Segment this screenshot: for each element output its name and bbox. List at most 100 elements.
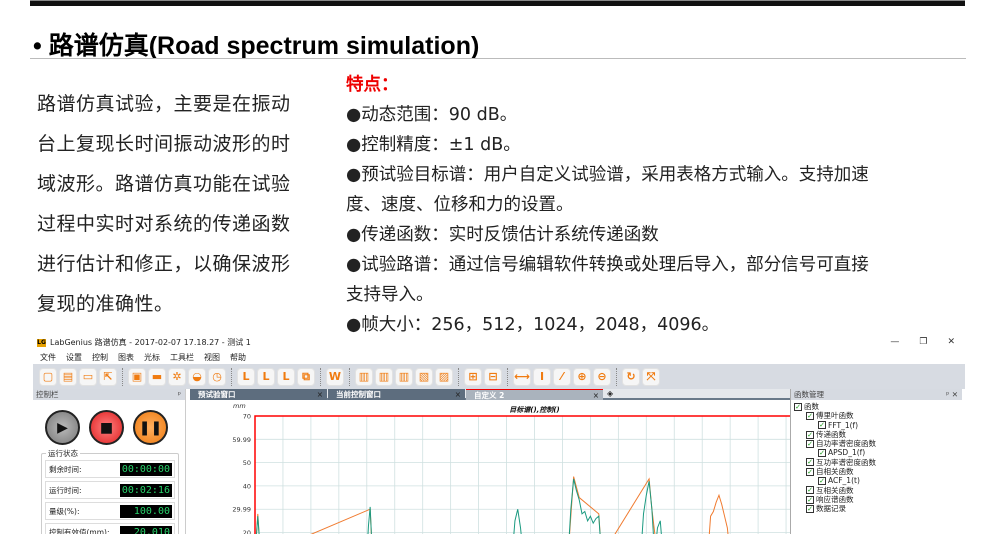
tree-item[interactable]: ✓ 互相关函数 — [794, 486, 962, 495]
feature-line: ●试验路谱：通过信号编辑软件转换或处理后导入，部分信号可直接 — [346, 255, 869, 275]
close-button[interactable]: ✕ — [947, 337, 955, 347]
tree-item[interactable]: ✓ 自功率谱密度函数 — [794, 439, 962, 448]
toolbar-separator — [616, 367, 617, 386]
clipboard-icon[interactable]: ▣ — [128, 367, 146, 386]
menu-item[interactable]: 光标 — [144, 352, 160, 362]
fit-x-icon[interactable]: ⟷ — [513, 367, 531, 386]
stop-button[interactable]: ■ — [89, 410, 124, 445]
stop-icon: ■ — [99, 419, 114, 436]
tree-item-label: 互功率谱密度函数 — [816, 457, 876, 467]
control-panel: 控制栏 ᵖ ▶ ■ ❚❚ 运行状态 剩余时间: 00:00:00 运行时间: 00:02… — [33, 389, 186, 534]
level-up-icon[interactable]: L — [257, 367, 275, 386]
tree-item[interactable]: ✓ 自相关函数 — [794, 467, 962, 476]
pause-button[interactable]: ❚❚ — [133, 410, 168, 445]
menu-item[interactable]: 工具栏 — [170, 352, 194, 362]
level-down-icon[interactable]: L — [277, 367, 295, 386]
menu-item[interactable]: 图表 — [118, 352, 134, 362]
toolbar-separator — [507, 367, 508, 386]
tab-close-icon[interactable]: × — [454, 390, 461, 399]
clock-icon[interactable]: ◷ — [208, 367, 226, 386]
menu-item[interactable]: 设置 — [66, 352, 82, 362]
tile-icon[interactable]: ⊞ — [464, 367, 482, 386]
section-heading: • 路谱仿真(Road spectrum simulation) — [33, 32, 480, 60]
tree-item[interactable]: ✓ FFT_1(f) — [794, 421, 962, 430]
menu-item[interactable]: 控制 — [92, 352, 108, 362]
checkbox-checked-icon[interactable]: ✓ — [806, 486, 814, 495]
frame-icon[interactable]: ▬ — [148, 367, 166, 386]
tree-item[interactable]: ✓ APSD_1(f) — [794, 448, 962, 457]
status-label: 运行时间: — [49, 485, 82, 495]
checkbox-checked-icon[interactable]: ✓ — [806, 411, 814, 420]
tab-overflow-icon[interactable]: ◈ — [607, 389, 614, 398]
fullscreen-icon[interactable]: ⤧ — [642, 367, 660, 386]
layout-1-icon[interactable]: ▥ — [355, 367, 373, 386]
function-panel: 函数管理 ᵖ ✕ ✓ 函数 ✓ 傅里叶函数 ✓ FFT_1(f) ✓ 传递函数 ✓ 自功率谱密度函数… — [790, 389, 962, 534]
tab-close-icon[interactable]: × — [316, 390, 323, 399]
tree-item-label: 函数 — [804, 402, 819, 411]
pin-icon[interactable]: ᵖ — [177, 390, 181, 399]
fit-y-icon[interactable]: I — [533, 367, 551, 386]
checkbox-checked-icon[interactable]: ✓ — [818, 421, 826, 430]
new-icon[interactable]: ▢ — [39, 367, 57, 386]
maximize-button[interactable]: ❐ — [919, 337, 928, 347]
checkbox-checked-icon[interactable]: ✓ — [794, 402, 802, 411]
fit-diag-icon[interactable]: ⁄ — [553, 367, 571, 386]
checkbox-checked-icon[interactable]: ✓ — [806, 458, 814, 467]
checkbox-checked-icon[interactable]: ✓ — [818, 477, 826, 486]
tree-item[interactable]: ✓ 数据记录 — [794, 504, 962, 513]
tree-item[interactable]: ✓ 响应谱函数 — [794, 495, 962, 504]
checkbox-checked-icon[interactable]: ✓ — [818, 449, 826, 458]
tree-item-label: 响应谱函数 — [816, 494, 854, 504]
title-bar: LG LabGenius 路谱仿真 - 2017-02-07 17.18.27 … — [33, 335, 965, 350]
zoom-in-icon[interactable]: ⊕ — [573, 367, 591, 386]
tree-item[interactable]: ✓ 传递函数 — [794, 430, 962, 439]
zoom-out-icon[interactable]: ⊖ — [593, 367, 611, 386]
menu-item[interactable]: 文件 — [40, 352, 56, 362]
play-button[interactable]: ▶ — [45, 410, 80, 445]
copy-icon[interactable]: ⧉ — [297, 367, 315, 386]
status-value: 20.010 — [120, 526, 172, 534]
pin-icon[interactable]: ᵖ — [946, 390, 950, 399]
checkbox-checked-icon[interactable]: ✓ — [806, 495, 814, 504]
menu-item[interactable]: 帮助 — [230, 352, 246, 362]
run-status-title: 运行状态 — [46, 448, 80, 459]
grid-icon[interactable]: ⊟ — [484, 367, 502, 386]
layout-3-icon[interactable]: ▥ — [395, 367, 413, 386]
divider — [30, 58, 966, 59]
minimize-button[interactable]: — — [890, 337, 900, 347]
function-tree: ✓ 函数 ✓ 傅里叶函数 ✓ FFT_1(f) ✓ 传递函数 ✓ 自功率谱密度函数 ✓ APSD_1(… — [791, 400, 962, 514]
toolbar-separator — [320, 367, 321, 386]
checkbox-checked-icon[interactable]: ✓ — [806, 439, 814, 448]
layout-4-icon[interactable]: ▧ — [415, 367, 433, 386]
menu-item[interactable]: 视图 — [204, 352, 220, 362]
tree-item[interactable]: ✓ 互功率谱密度函数 — [794, 458, 962, 467]
open-icon[interactable]: ▭ — [79, 367, 97, 386]
close-panel-icon[interactable]: ✕ — [951, 390, 958, 399]
layout-2-icon[interactable]: ▥ — [375, 367, 393, 386]
level-icon[interactable]: L — [237, 367, 255, 386]
tab[interactable]: 当前控制窗口 × — [328, 389, 465, 400]
status-label: 剩余时间: — [49, 464, 82, 474]
intro-line: 过程中实时对系统的传递函数 — [37, 213, 291, 235]
refresh-icon[interactable]: ↻ — [622, 367, 640, 386]
spectrum-icon[interactable]: ◒ — [188, 367, 206, 386]
tree-item[interactable]: ✓ 傅里叶函数 — [794, 411, 962, 420]
save-icon[interactable]: ▤ — [59, 367, 77, 386]
layout-5-icon[interactable]: ▨ — [435, 367, 453, 386]
status-value: 00:00:00 — [120, 463, 172, 476]
tab[interactable]: 自定义 2 × — [466, 389, 603, 400]
checkbox-checked-icon[interactable]: ✓ — [806, 504, 814, 513]
tab-close-icon[interactable]: × — [592, 391, 599, 400]
status-row: 量级(%): 100.00 — [45, 502, 175, 520]
export-icon[interactable]: ⇱ — [99, 367, 117, 386]
tree-item-label: FFT_1(f) — [828, 420, 859, 430]
tree-item[interactable]: ✓ 函数 — [794, 402, 962, 411]
tree-item[interactable]: ✓ ACF_1(t) — [794, 476, 962, 485]
checkbox-checked-icon[interactable]: ✓ — [806, 430, 814, 439]
settings-icon[interactable]: ✲ — [168, 367, 186, 386]
checkbox-checked-icon[interactable]: ✓ — [806, 467, 814, 476]
tab[interactable]: 预试验窗口 × — [190, 389, 327, 400]
chart-title: 目标谱(),控制() — [509, 405, 559, 414]
window-icon[interactable]: W — [326, 367, 344, 386]
feature-line: ●预试验目标谱：用户自定义试验谱，采用表格方式输入。支持加速 — [346, 165, 869, 185]
